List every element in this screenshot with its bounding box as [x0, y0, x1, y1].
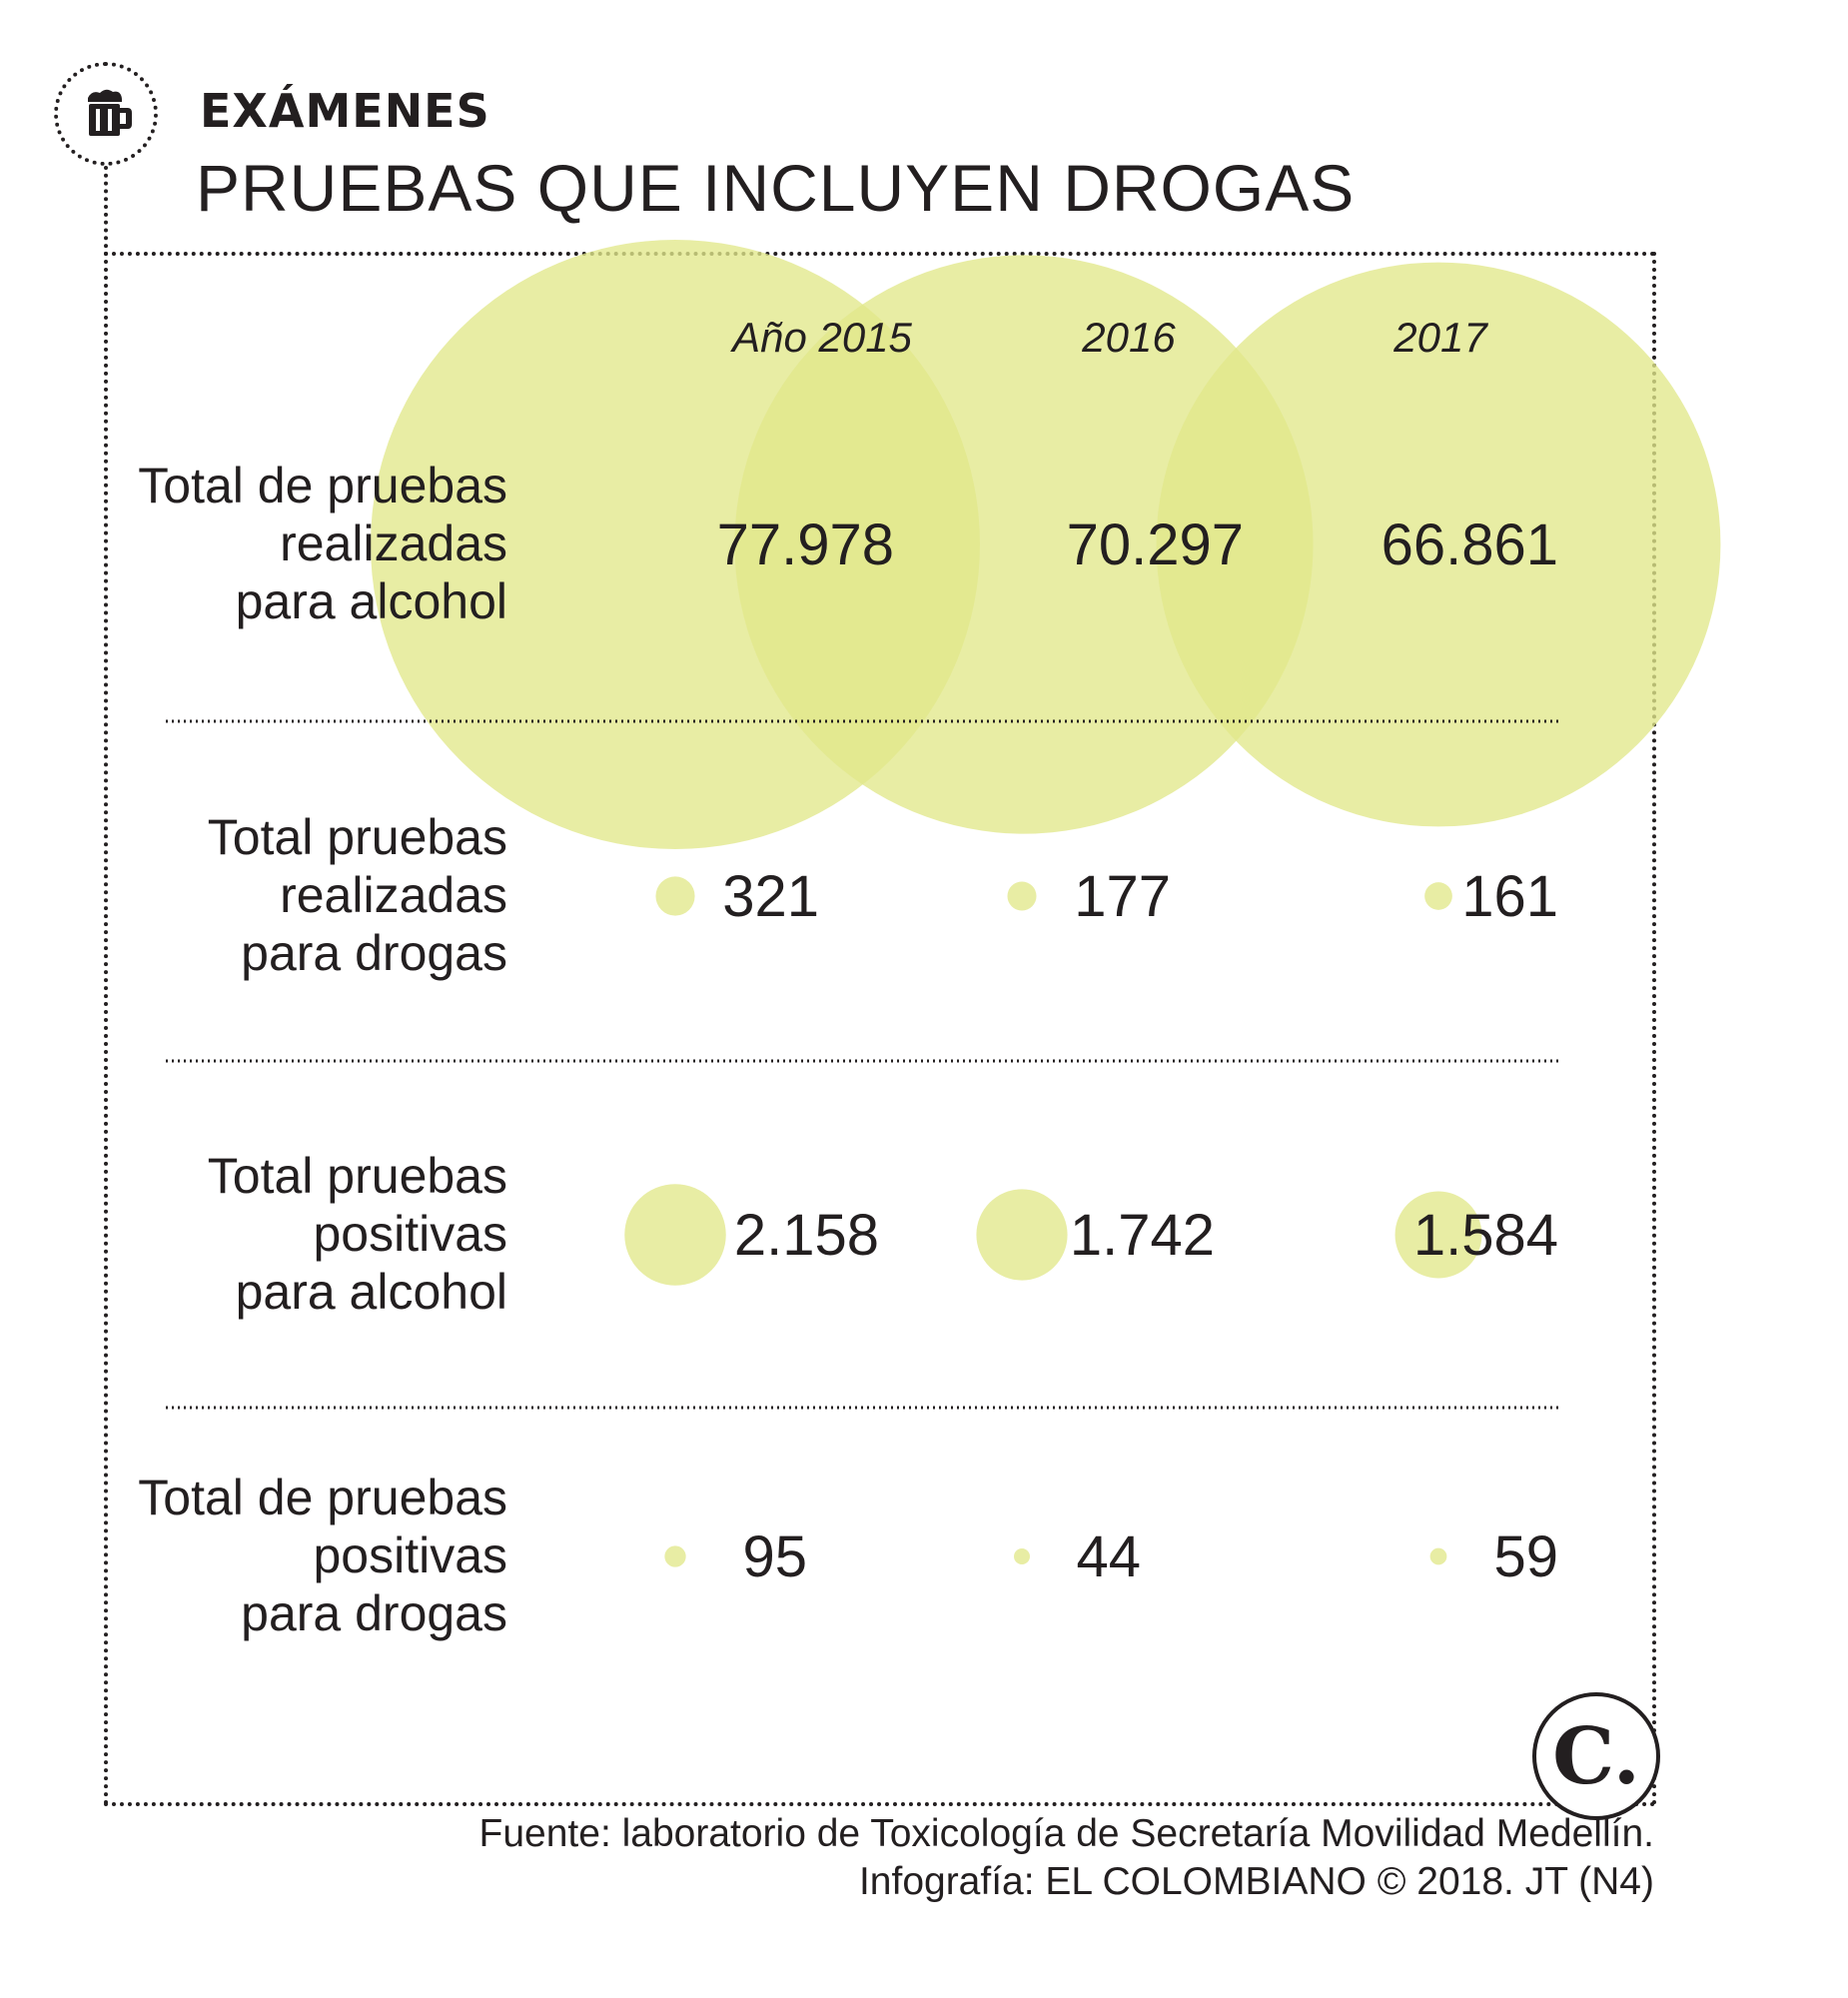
kicker: EXÁMENES: [200, 84, 490, 138]
value-label: 70.297: [1067, 512, 1244, 577]
bubble: [1424, 882, 1452, 910]
bubble: [664, 1545, 686, 1567]
value-label: 66.861: [1382, 512, 1558, 577]
row-label: para drogas: [241, 925, 507, 981]
bubble: [1014, 1548, 1030, 1564]
value-label: 59: [1493, 1524, 1558, 1589]
year-label: 2017: [1392, 314, 1488, 361]
logo-letter: C.: [1552, 1710, 1640, 1802]
row-label: Total de pruebas: [138, 1470, 507, 1525]
row-label: Total de pruebas: [138, 458, 507, 513]
leader-line: [104, 166, 108, 256]
bubble: [1007, 881, 1037, 911]
value-label: 177: [1074, 864, 1171, 929]
value-label: 321: [722, 864, 819, 929]
el-colombiano-logo-icon: C.: [1532, 1692, 1660, 1820]
value-label: 161: [1461, 864, 1558, 929]
page-title: PRUEBAS QUE INCLUYEN DROGAS: [196, 151, 1356, 225]
value-label: 95: [742, 1524, 807, 1589]
row-label: para drogas: [241, 1585, 507, 1641]
footer-source: Fuente: laboratorio de Toxicología de Se…: [478, 1812, 1654, 1855]
footer-credit: Infografía: EL COLOMBIANO © 2018. JT (N4…: [858, 1860, 1654, 1903]
value-label: 1.742: [1070, 1203, 1215, 1268]
row-label: Total pruebas: [208, 1148, 507, 1204]
bubble: [1156, 262, 1721, 827]
chart-frame: [104, 252, 1656, 1806]
bubble: [976, 1189, 1068, 1281]
year-label: Año 2015: [729, 314, 912, 361]
year-label: 2016: [1081, 314, 1176, 361]
bubble: [1429, 1547, 1447, 1565]
row-label: para alcohol: [236, 573, 507, 629]
bubble: [655, 876, 695, 916]
row-label: Total pruebas: [208, 809, 507, 865]
row-label: positivas: [313, 1527, 507, 1583]
row-label: positivas: [313, 1206, 507, 1262]
row-label: realizadas: [280, 867, 507, 923]
bubble-layer: [371, 240, 1721, 1567]
row-label: realizadas: [280, 515, 507, 571]
bubble: [1394, 1191, 1482, 1279]
value-label: 1.584: [1413, 1203, 1558, 1268]
beer-mug-icon: [88, 89, 132, 136]
value-label: 44: [1076, 1524, 1141, 1589]
value-label: 2.158: [734, 1203, 879, 1268]
value-label: 77.978: [717, 512, 894, 577]
bubble: [624, 1184, 726, 1286]
row-label: para alcohol: [236, 1264, 507, 1320]
header-icon-ring: [54, 62, 158, 166]
bubble: [734, 255, 1314, 834]
